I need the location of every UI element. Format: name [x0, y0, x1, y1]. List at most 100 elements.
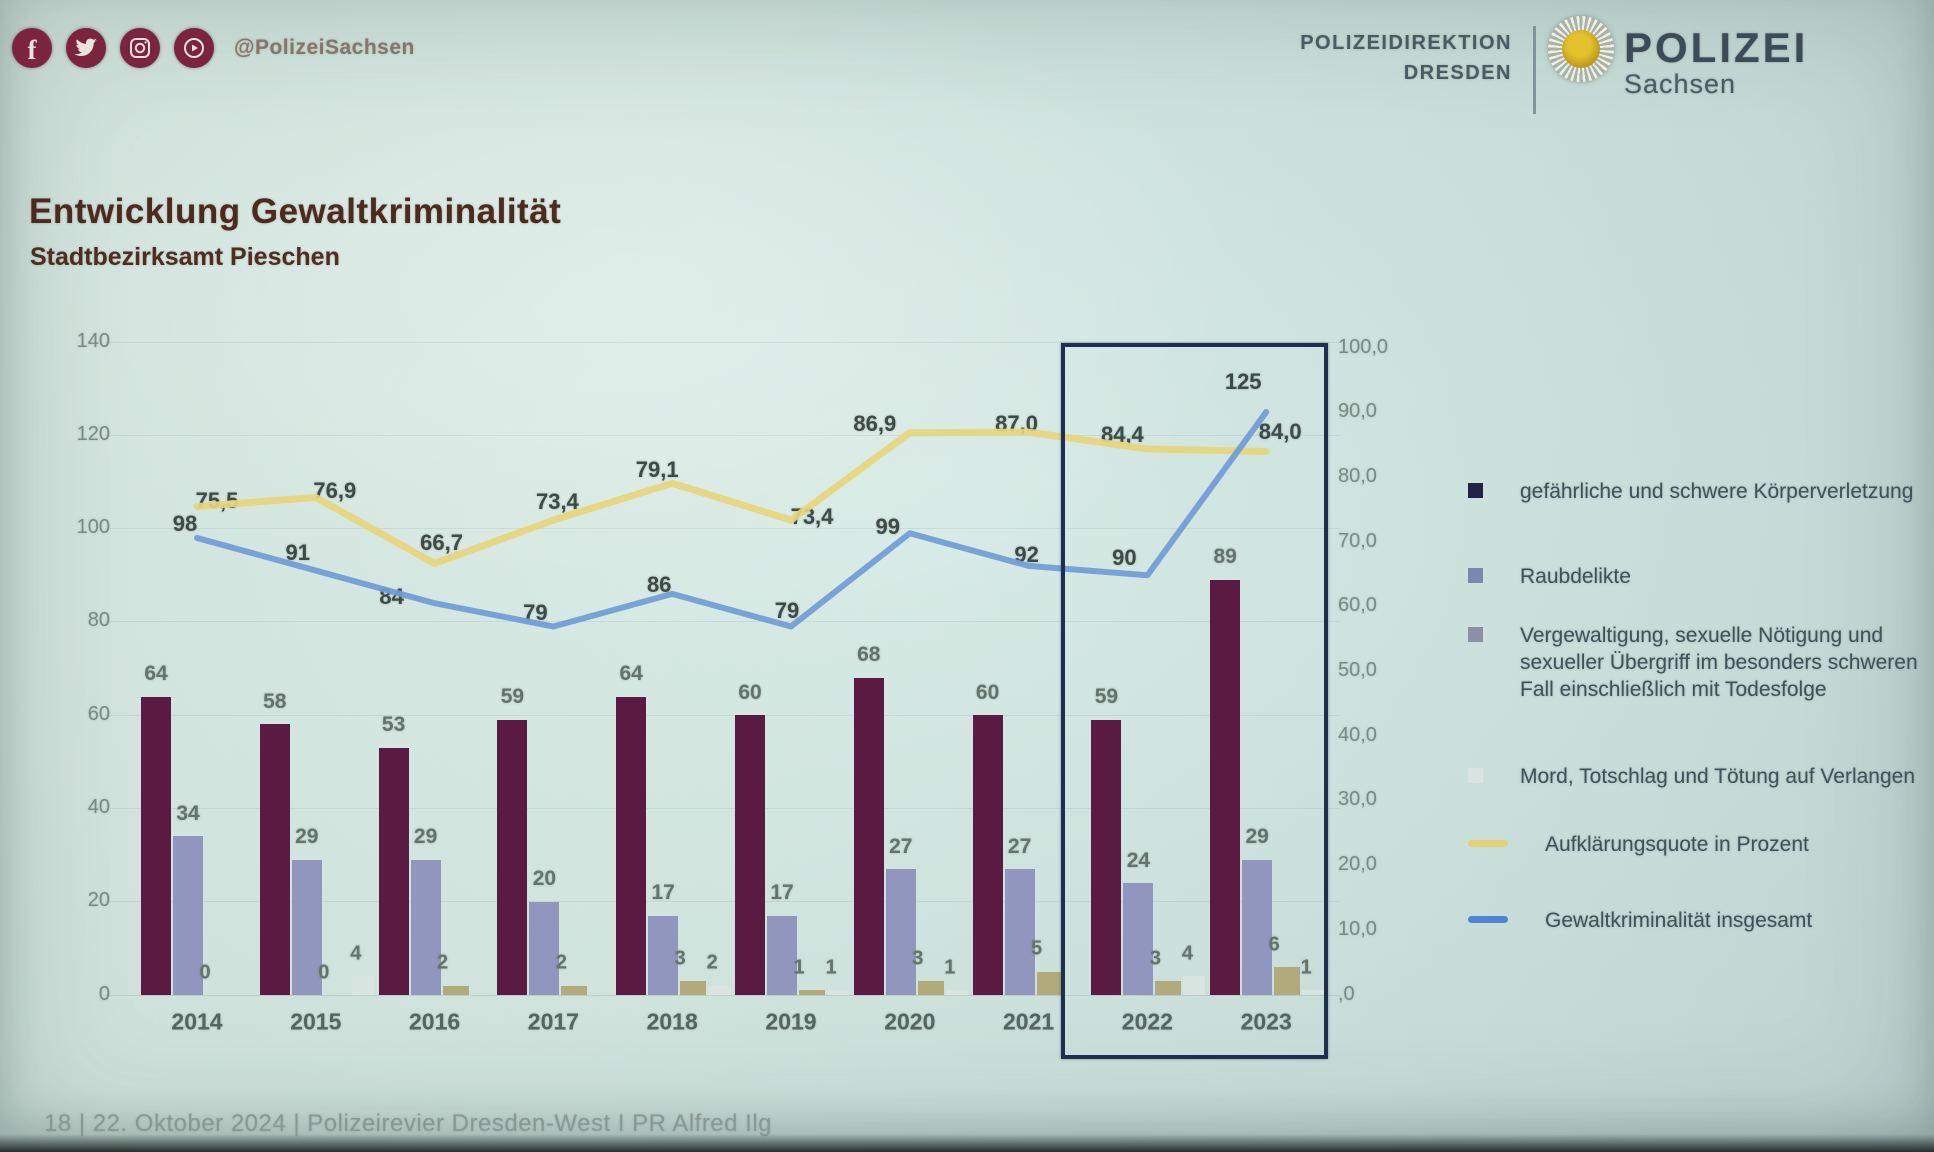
- bar: [827, 990, 849, 995]
- bar-value-label: 3: [912, 947, 924, 970]
- bar: [1091, 719, 1122, 995]
- y-axis-right-tick: 20,0: [1338, 853, 1377, 875]
- bar-value-label: 27: [889, 835, 913, 858]
- x-axis-year-label: 2022: [1121, 1008, 1173, 1035]
- bar-value-label: 60: [975, 681, 1000, 704]
- legend-line-swatch-icon: [1468, 916, 1508, 923]
- legend-line-swatch-icon: [1468, 840, 1508, 847]
- bar: [291, 859, 322, 995]
- bar: [735, 715, 765, 995]
- x-axis-year-label: 2016: [409, 1008, 461, 1035]
- bar-value-label: 0: [199, 961, 211, 984]
- instagram-icon: [120, 28, 160, 68]
- legend-item-koerperverletzung: gefährliche und schwere Körperverletzung: [1468, 478, 1920, 505]
- highlight-rectangle: [1061, 343, 1328, 1059]
- bar-value-label: 17: [770, 881, 794, 904]
- x-axis-year-label: 2021: [1003, 1008, 1055, 1035]
- clearance-rate-line: [193, 428, 1270, 567]
- line-value-label: 99: [875, 514, 901, 540]
- y-axis-left-tick: 40: [87, 796, 110, 818]
- photo-bottom-edge: [0, 1134, 1934, 1152]
- y-axis-right-tick: 100,0: [1338, 336, 1389, 358]
- y-axis-right-tick: 70,0: [1338, 530, 1377, 552]
- x-axis-year-label: 2020: [884, 1008, 936, 1035]
- line-value-label: 125: [1224, 369, 1262, 394]
- bar-value-label: 4: [350, 942, 362, 965]
- bar-value-label: 1: [825, 956, 837, 979]
- y-axis-right-tick: 50,0: [1338, 659, 1377, 681]
- bar-value-label: 64: [619, 662, 643, 685]
- social-bar: f @PolizeiSachsen: [12, 28, 415, 68]
- bar-value-label: 24: [1126, 849, 1151, 872]
- bar-value-label: 53: [381, 713, 406, 736]
- gridline: [105, 621, 1340, 622]
- legend-item-aufklaerungsquote: Aufklärungsquote in Prozent: [1468, 831, 1934, 858]
- gridline: [105, 901, 1340, 902]
- bar: [561, 985, 588, 995]
- bar-value-label: 3: [1149, 947, 1161, 970]
- legend-swatch-icon: [1468, 483, 1483, 498]
- legend-item-mord: Mord, Totschlag und Tötung auf Verlangen: [1468, 763, 1915, 790]
- police-star-logo: [1548, 16, 1614, 82]
- bar-value-label: 29: [295, 825, 319, 848]
- x-axis-year-label: 2017: [527, 1008, 579, 1035]
- bar-value-label: 1: [944, 956, 956, 979]
- y-axis-left-tick: 100: [76, 516, 110, 538]
- bar-value-label: 1: [1300, 956, 1312, 979]
- slide-footer: 18 | 22. Oktober 2024 | Polizeirevier Dr…: [44, 1110, 773, 1137]
- y-axis-right-tick: 80,0: [1338, 465, 1377, 487]
- bar-value-label: 58: [263, 690, 287, 713]
- bar: [497, 719, 528, 995]
- bar-value-label: 3: [674, 947, 686, 970]
- bar: [1274, 967, 1301, 995]
- bar: [799, 990, 825, 995]
- line-value-label: 84,0: [1258, 418, 1302, 444]
- y-axis-left-tick: 120: [76, 423, 110, 445]
- brand-region: Sachsen: [1624, 69, 1737, 99]
- bar: [616, 696, 647, 995]
- chart-legend: gefährliche und schwere Körperverletzung…: [1468, 478, 1934, 978]
- bar-value-label: 29: [1245, 825, 1269, 848]
- line-value-label: 66,7: [420, 530, 464, 556]
- legend-swatch-icon: [1468, 627, 1483, 642]
- bar: [853, 677, 884, 995]
- total-violent-crime-line: [194, 409, 1270, 630]
- social-handle: @PolizeiSachsen: [234, 36, 415, 59]
- legend-item-raubdelikte: Raubdelikte: [1468, 563, 1920, 590]
- bar-value-label: 0: [318, 961, 330, 984]
- gridline: [105, 995, 1340, 996]
- legend-swatch-icon: [1468, 768, 1483, 783]
- brand-block: POLIZEI Sachsen: [1624, 26, 1808, 99]
- bar: [767, 915, 797, 995]
- gridline: [105, 808, 1340, 809]
- bar: [945, 990, 968, 995]
- bar-value-label: 89: [1213, 545, 1237, 568]
- bar: [885, 869, 916, 995]
- header-divider: [1533, 26, 1536, 114]
- y-axis-left-tick: 20: [87, 889, 110, 911]
- bar: [173, 836, 203, 995]
- y-axis-left-tick: 0: [98, 983, 110, 1005]
- bar: [917, 981, 944, 995]
- y-axis-right-tick: 10,0: [1338, 918, 1377, 940]
- bar: [1123, 883, 1154, 995]
- facebook-icon: f: [12, 28, 52, 68]
- bar-value-label: 60: [738, 681, 762, 704]
- legend-swatch-icon: [1468, 568, 1483, 583]
- line-value-label: 98: [172, 510, 198, 536]
- y-axis-right-tick: 40,0: [1338, 724, 1377, 746]
- direktion-line1: POLIZEIDIREKTION: [1300, 32, 1512, 54]
- bar-value-label: 4: [1181, 942, 1193, 965]
- line-value-label: 79,1: [635, 457, 679, 483]
- bar-value-label: 2: [706, 951, 718, 974]
- bar-value-label: 6: [1268, 933, 1280, 956]
- x-axis-year-label: 2018: [646, 1008, 698, 1035]
- bar-value-label: 17: [651, 881, 675, 904]
- gridline: [105, 435, 1340, 436]
- bar: [1302, 990, 1325, 995]
- y-axis-right-tick: 60,0: [1338, 594, 1377, 616]
- bar: [410, 859, 441, 995]
- direktion-line2: DRESDEN: [1403, 62, 1512, 84]
- gridline: [105, 528, 1340, 529]
